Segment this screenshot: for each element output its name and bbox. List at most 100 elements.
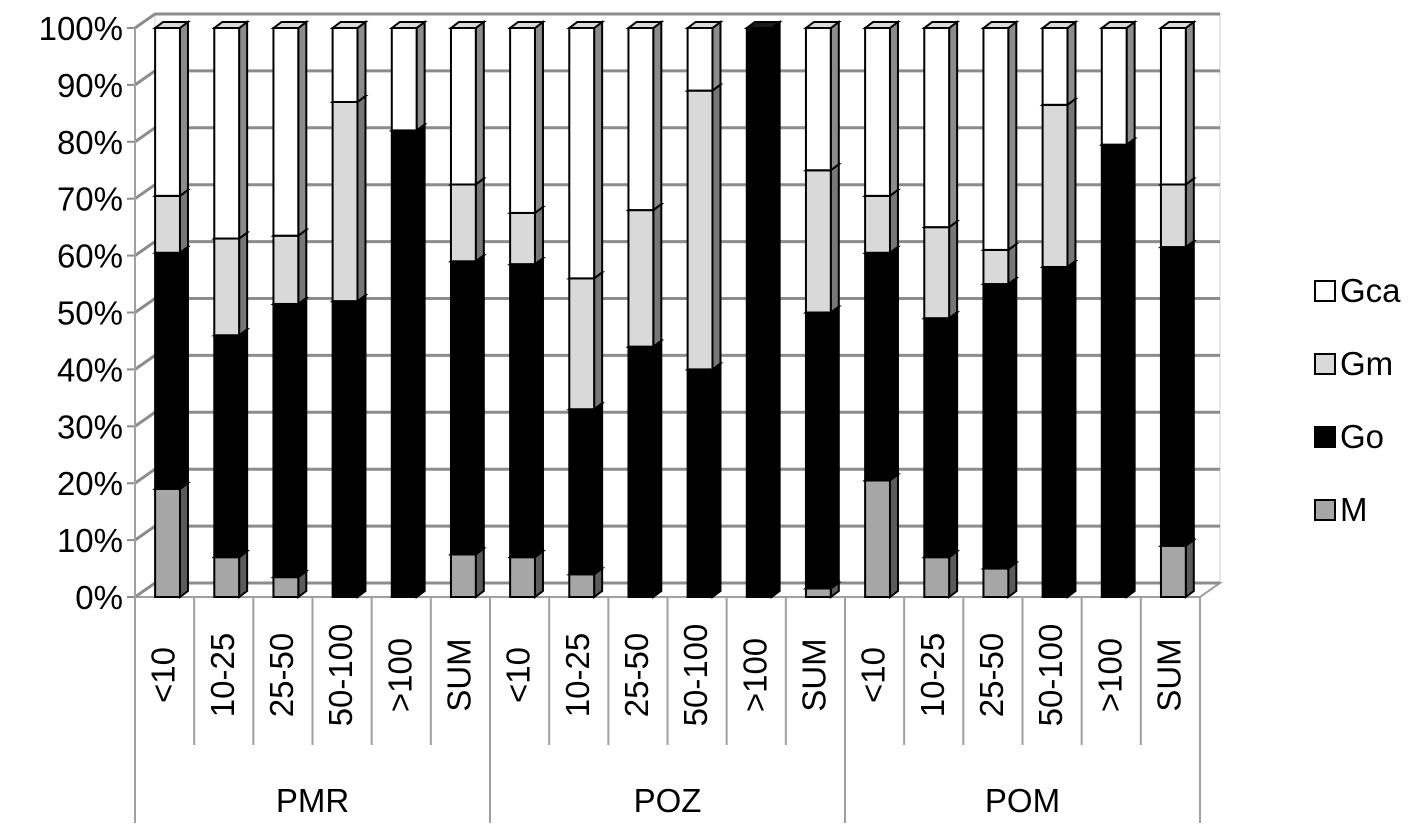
bar-side-Go [178,244,189,491]
bar-segment-Gm [272,234,300,305]
category-label: 25-50 [263,633,300,717]
bar-top-Gca [684,21,724,29]
bar-side-Gca [1184,20,1195,187]
bar-top-Gca [1157,21,1197,29]
bar-segment-Gca [686,27,714,92]
bar-segment-Go [804,311,832,590]
bar-segment-Gm [864,194,891,254]
bar-side-Gca [356,20,367,104]
bar-side-Go [888,244,899,483]
y-tick-label: 40% [57,351,123,388]
category-label: <10 [145,647,182,703]
bar-side-Go [711,361,722,599]
bar-side-M [888,472,899,599]
bar-top-Gca [862,21,901,29]
bar-segment-Gm [1041,103,1069,268]
bar-top-Go [743,21,783,29]
category-label: 25-50 [973,633,1010,717]
bar-segment-Go [390,129,418,598]
bar-side-Gca [888,20,899,198]
bar-side-Gm [829,162,840,315]
bar-side-Go [297,295,308,580]
bar-side-M [533,549,544,599]
bar-side-Gca [711,20,722,93]
bar-side-Go [770,20,781,599]
y-tick-label: 0% [75,579,123,616]
bar-side-Go [948,310,959,560]
bars [152,20,1197,599]
bar-segment-Go [686,368,714,598]
group-label: PMR [276,782,349,819]
bar-top-Gca [980,21,1020,29]
bar-segment-M [509,556,536,598]
bar-segment-Gca [213,27,241,240]
bar-side-Go [1007,276,1018,571]
bar-segment-M [154,487,181,599]
bar-segment-Gm [213,237,241,337]
bar-side-Gca [948,20,959,230]
bar-segment-Go [509,263,536,559]
legend-label: M [1340,491,1368,528]
bar-segment-M [804,587,832,599]
category-label: >100 [736,638,773,712]
category-label: 50-100 [1032,624,1069,727]
bar-side-Go [829,304,840,591]
group-label: POZ [634,782,702,819]
bar-segment-Go [864,251,891,482]
bar-segment-Gca [804,27,832,172]
bar-segment-M [568,573,596,598]
bar-segment-M [923,556,951,598]
bar-side-Gm [711,82,722,372]
legend-label: Gm [1340,345,1393,382]
bar-segment-Go [449,260,477,556]
bar-side-Go [1184,239,1195,548]
bar-side-Gm [652,202,663,349]
bar-side-Gm [533,204,544,267]
bar-top-Gca [152,21,191,29]
bar-segment-Gca [272,27,300,237]
bar-side-Go [238,327,249,560]
bar-side-Gca [178,20,189,198]
y-tick-label: 100% [39,10,123,47]
category-label: 10-25 [559,633,596,717]
bar-top-Gca [507,21,546,29]
category-label: 50-100 [677,624,714,727]
bar-side-Gca [652,20,663,213]
y-axis: 0% 10% 20% 30% 40% 50% 60% 70% 80% 90% 100% [39,10,136,616]
bar-segment-Gca [864,27,891,197]
legend-label: Go [1340,418,1384,455]
bar-side-M [238,549,249,599]
bar-side-Go [593,401,604,577]
bar-segment-Gm [627,209,655,348]
bar-top-Gca [329,21,369,29]
category-label: 10-25 [914,633,951,717]
bar-top-Gca [566,21,606,29]
bar-side-Go [533,256,544,560]
gridline [134,12,1220,30]
bar-side-M [178,480,189,599]
bar-side-Go [1125,136,1136,599]
bar-segment-Gm [154,194,181,254]
y-tick-label: 50% [57,295,123,332]
bar-segment-Gm [804,169,832,314]
category-label: 25-50 [618,633,655,717]
bar-top-Gca [1098,21,1138,29]
bar-segment-M [982,567,1010,598]
bar-side-Gca [829,20,840,173]
category-label: <10 [855,647,892,703]
bar-side-Gm [1066,96,1077,269]
bar-segment-Gca [923,27,951,229]
y-tick-label: 70% [57,181,123,218]
bar-segment-Gca [982,27,1010,251]
bar-segment-Gm [568,277,596,411]
bar-side-Gm [1184,176,1195,250]
bar-segment-Gm [923,226,951,320]
bar-top-Gca [388,21,428,29]
bar-side-Go [474,253,485,557]
bar-segment-Gm [449,183,477,263]
bar-segment-Go [1159,246,1187,547]
category-label: SUM [795,638,832,711]
bar-side-Gca [593,20,604,281]
bar-segment-Go [982,283,1010,570]
